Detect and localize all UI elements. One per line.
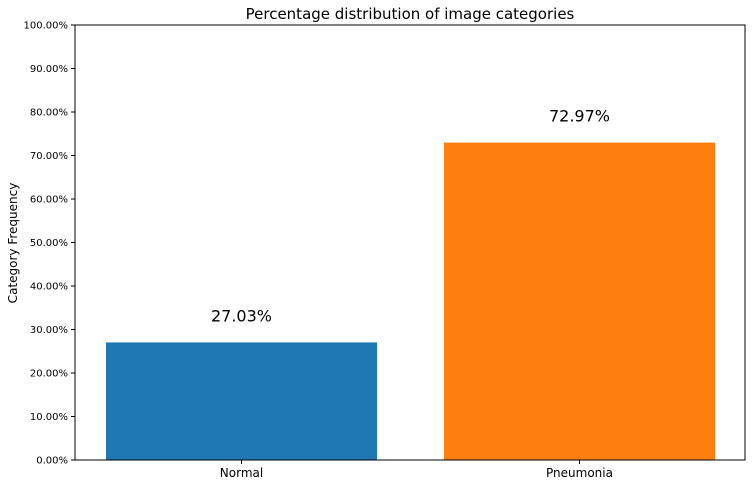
data-label: 27.03% <box>211 306 272 325</box>
y-tick-label: 60.00% <box>30 195 68 206</box>
plot-area-frame <box>74 24 746 461</box>
bar-pneumonia <box>444 142 715 460</box>
x-axis: Normal Pneumonia <box>220 460 613 480</box>
data-labels: 27.03% 72.97% <box>211 107 610 326</box>
chart-title: Percentage distribution of image categor… <box>246 5 575 23</box>
y-tick-label: 40.00% <box>30 282 68 293</box>
y-tick-label: 10.00% <box>30 412 68 423</box>
y-tick-label: 20.00% <box>30 369 68 380</box>
y-tick-label: 100.00% <box>24 21 69 32</box>
y-tick-label: 0.00% <box>36 456 68 467</box>
y-tick-label: 30.00% <box>30 325 68 336</box>
y-axis: 0.00% 10.00% 20.00% 30.00% 40.00% 50.00% 60.00… <box>24 21 75 467</box>
y-tick-label: 50.00% <box>30 238 68 249</box>
x-tick-label: Pneumonia <box>546 466 613 480</box>
y-tick-label: 70.00% <box>30 151 68 162</box>
bar-normal <box>106 342 377 460</box>
bars <box>106 142 715 460</box>
y-tick-label: 90.00% <box>30 64 68 75</box>
y-tick-label: 80.00% <box>30 108 68 119</box>
x-tick-label: Normal <box>220 466 263 480</box>
y-axis-label: Category Frequency <box>6 183 20 304</box>
data-label: 72.97% <box>549 107 610 126</box>
